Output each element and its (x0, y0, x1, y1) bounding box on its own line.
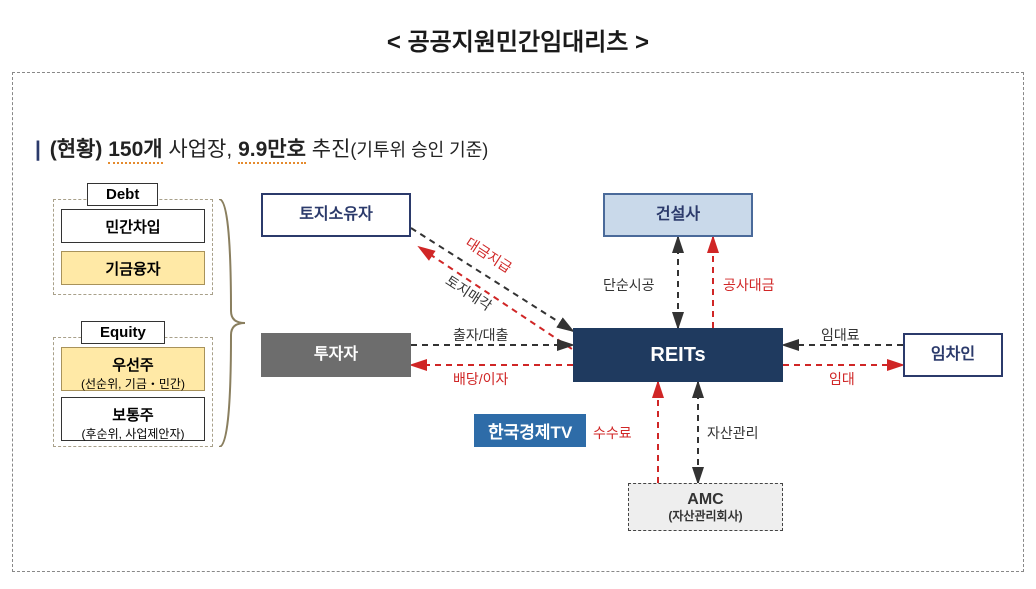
box-tenant: 임차인 (903, 333, 1003, 377)
status-mid: 사업장, (168, 138, 232, 161)
arrow-label-9: 자산관리 (707, 423, 759, 443)
box-builder: 건설사 (603, 193, 753, 237)
arrow-label-8: 수수료 (593, 423, 632, 443)
debt-item-0: 민간차입 (61, 209, 205, 243)
debt-item-1: 기금융자 (61, 251, 205, 285)
box-reits: REITs (573, 328, 783, 382)
diagram-canvas: 토지소유자 건설사투자자 REITs 임차인 AMC(자산관리회사) Debt 민간차입기금… (13, 183, 1023, 563)
status-bar-glyph: | (35, 138, 41, 161)
diagram-frame: | (현황) 150개 사업장, 9.9만호 추진(기투위 승인 기준) (12, 72, 1024, 572)
arrow-label-6: 임대료 (821, 325, 860, 345)
arrow-label-2: 단순시공 (603, 275, 655, 295)
box-investor: 투자자 (261, 333, 411, 377)
page-title: < 공공지원민간임대리츠 > (0, 0, 1036, 57)
status-line: | (현황) 150개 사업장, 9.9만호 추진(기투위 승인 기준) (35, 133, 488, 163)
arrow-label-0: 토지매각 (442, 271, 496, 316)
arrow-label-7: 임대 (829, 369, 855, 389)
arrow-label-4: 출자/대출 (453, 325, 508, 345)
equity-item-0: 우선주(선순위, 기금・민간) (61, 347, 205, 391)
debt-title: Debt (87, 183, 158, 206)
box-landowner: 토지소유자 (261, 193, 411, 237)
watermark: 한국경제TV (474, 414, 586, 447)
arrow-label-1: 대금지급 (462, 233, 516, 278)
box-amc: AMC(자산관리회사) (628, 483, 783, 531)
arrow-label-3: 공사대금 (723, 275, 775, 295)
status-units: 9.9만호 (238, 138, 306, 164)
arrow-a1 (411, 228, 573, 331)
status-count: 150개 (108, 138, 162, 164)
status-tail: 추진 (312, 138, 351, 161)
arrow-label-5: 배당/이자 (453, 369, 508, 389)
equity-item-1: 보통주(후순위, 사업제안자) (61, 397, 205, 441)
equity-title: Equity (81, 321, 165, 344)
status-note: (기투위 승인 기준) (350, 140, 488, 160)
brace (217, 199, 247, 447)
status-prefix: (현황) (50, 138, 103, 161)
